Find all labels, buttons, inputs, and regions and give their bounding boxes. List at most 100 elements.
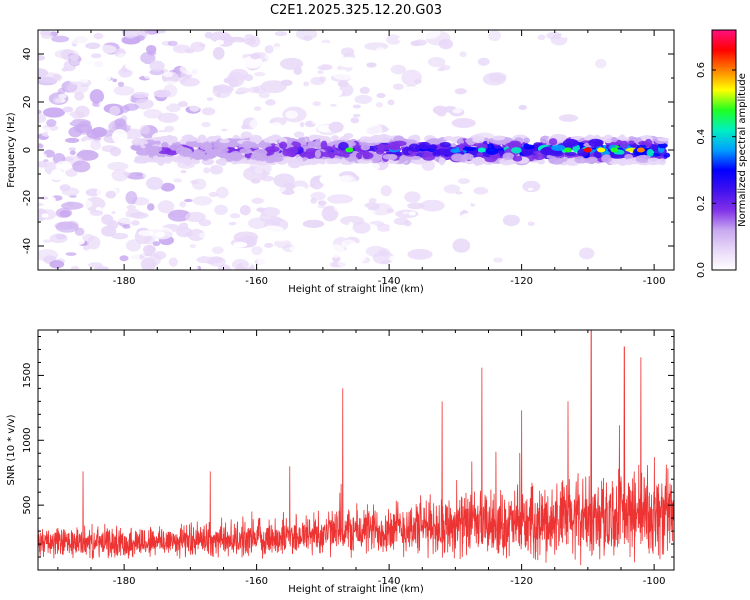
heatmap-signal-cell	[539, 135, 551, 144]
heatmap-noise-cell	[299, 121, 305, 128]
heatmap-noise-cell	[166, 103, 181, 113]
x-tick-label: -100	[643, 576, 666, 587]
heatmap-noise-cell	[481, 232, 492, 238]
heatmap-noise-cell	[253, 85, 266, 94]
heatmap-noise-cell	[121, 35, 141, 45]
heatmap-noise-cell	[627, 207, 639, 215]
heatmap-noise-cell	[457, 178, 471, 185]
heatmap-noise-cell	[167, 40, 178, 47]
heatmap-noise-cell	[143, 74, 155, 79]
heatmap-noise-cell	[310, 76, 325, 86]
heatmap-noise-cell	[368, 197, 377, 204]
heatmap-signal-cell	[175, 147, 191, 156]
heatmap-noise-cell	[388, 221, 394, 226]
heatmap-noise-cell	[160, 182, 175, 192]
heatmap-noise-cell	[327, 194, 353, 204]
heatmap-noise-cell	[189, 244, 197, 249]
heatmap-signal-cell	[657, 142, 668, 149]
heatmap-signal-cell	[375, 148, 385, 155]
heatmap-noise-cell	[158, 100, 171, 107]
heatmap-noise-cell	[664, 122, 674, 130]
heatmap-noise-cell	[49, 260, 65, 269]
heatmap-noise-cell	[488, 72, 507, 83]
heatmap-noise-cell	[111, 129, 128, 144]
heatmap-noise-cell	[129, 251, 140, 264]
heatmap-signal-cell	[344, 156, 358, 162]
heatmap-noise-cell	[249, 118, 263, 129]
heatmap-noise-cell	[568, 86, 579, 95]
heatmap-noise-cell	[352, 221, 371, 234]
heatmap-noise-cell	[328, 121, 344, 133]
heatmap-signal-cell	[410, 158, 427, 165]
heatmap-noise-cell	[430, 128, 440, 133]
heatmap-signal-cell	[537, 159, 546, 165]
heatmap-noise-cell	[149, 60, 165, 72]
heatmap-noise-cell	[369, 30, 391, 43]
heatmap-noise-cell	[153, 250, 167, 260]
heatmap-noise-cell	[65, 137, 80, 143]
heatmap-noise-cell	[390, 30, 403, 35]
heatmap-noise-cell	[337, 80, 349, 87]
heatmap-noise-cell	[481, 246, 502, 254]
heatmap-noise-cell	[176, 227, 193, 238]
heatmap-signal-cell	[377, 133, 391, 143]
heatmap-noise-cell	[111, 232, 129, 240]
heatmap-noise-cell	[341, 239, 357, 249]
heatmap-noise-cell	[81, 199, 93, 209]
heatmap-noise-cell	[192, 178, 207, 190]
heatmap-noise-cell	[645, 35, 658, 42]
y-tick-label: 1000	[22, 428, 33, 453]
heatmap-noise-cell	[481, 223, 490, 229]
heatmap-signal-cell	[362, 136, 378, 144]
heatmap-signal-cell	[288, 156, 300, 165]
heatmap-noise-cell	[481, 95, 487, 101]
heatmap-noise-cell	[387, 99, 395, 106]
heatmap-signal-cell	[193, 149, 205, 159]
heatmap-signal-cell	[624, 158, 634, 166]
heatmap-noise-cell	[152, 241, 161, 247]
heatmap-noise-cell	[289, 246, 303, 252]
heatmap-noise-cell	[620, 184, 640, 197]
heatmap-noise-cell	[276, 72, 298, 81]
y-tick-label: 500	[22, 496, 33, 515]
heatmap-signal-cell	[638, 141, 649, 146]
heatmap-noise-cell	[499, 267, 507, 270]
heatmap-noise-cell	[173, 178, 183, 183]
heatmap-noise-cell	[170, 189, 192, 197]
heatmap-signal-cell	[307, 141, 318, 148]
heatmap-noise-cell	[236, 87, 250, 94]
heatmap-signal-cell	[265, 146, 280, 153]
snr-y-ticks: 500 1000 1500	[22, 335, 674, 558]
heatmap-signal-cell	[212, 141, 224, 147]
heatmap-noise-cell	[573, 213, 595, 224]
heatmap-noise-cell	[251, 197, 264, 204]
heatmap-x-ticks: -180 -160 -140 -120 -100	[57, 30, 665, 287]
heatmap-noise-cell	[650, 61, 659, 66]
heatmap-noise-cell	[352, 104, 361, 109]
heatmap-noise-cell	[524, 68, 532, 73]
heatmap-noise-cell	[134, 98, 154, 110]
heatmap-noise-cell	[455, 30, 472, 36]
heatmap-noise-cell	[460, 212, 485, 222]
heatmap-noise-cell	[257, 227, 267, 236]
heatmap-noise-cell	[180, 170, 187, 174]
heatmap-noise-cell	[388, 224, 403, 232]
heatmap-noise-cell	[122, 224, 131, 229]
heatmap-noise-cell	[145, 176, 164, 190]
heatmap-noise-cell	[223, 172, 243, 180]
heatmap-noise-cell	[77, 120, 93, 135]
heatmap-noise-cell	[496, 61, 511, 76]
heatmap-noise-cell	[427, 57, 446, 68]
heatmap-noise-cell	[372, 251, 395, 265]
snr-series-line	[38, 330, 674, 566]
heatmap-noise-cell	[522, 180, 541, 193]
heatmap-noise-cell	[371, 53, 387, 64]
heatmap-signal-cell	[523, 144, 535, 150]
heatmap-y-ticks: -40 -20 0 20 40	[22, 29, 674, 271]
heatmap-noise-cell	[452, 253, 471, 262]
heatmap-signal-cell	[439, 141, 451, 148]
heatmap-noise-cell	[585, 127, 593, 133]
heatmap-noise-cell	[72, 160, 91, 173]
heatmap-noise-cell	[49, 233, 68, 244]
heatmap-noise-cell	[620, 85, 646, 99]
